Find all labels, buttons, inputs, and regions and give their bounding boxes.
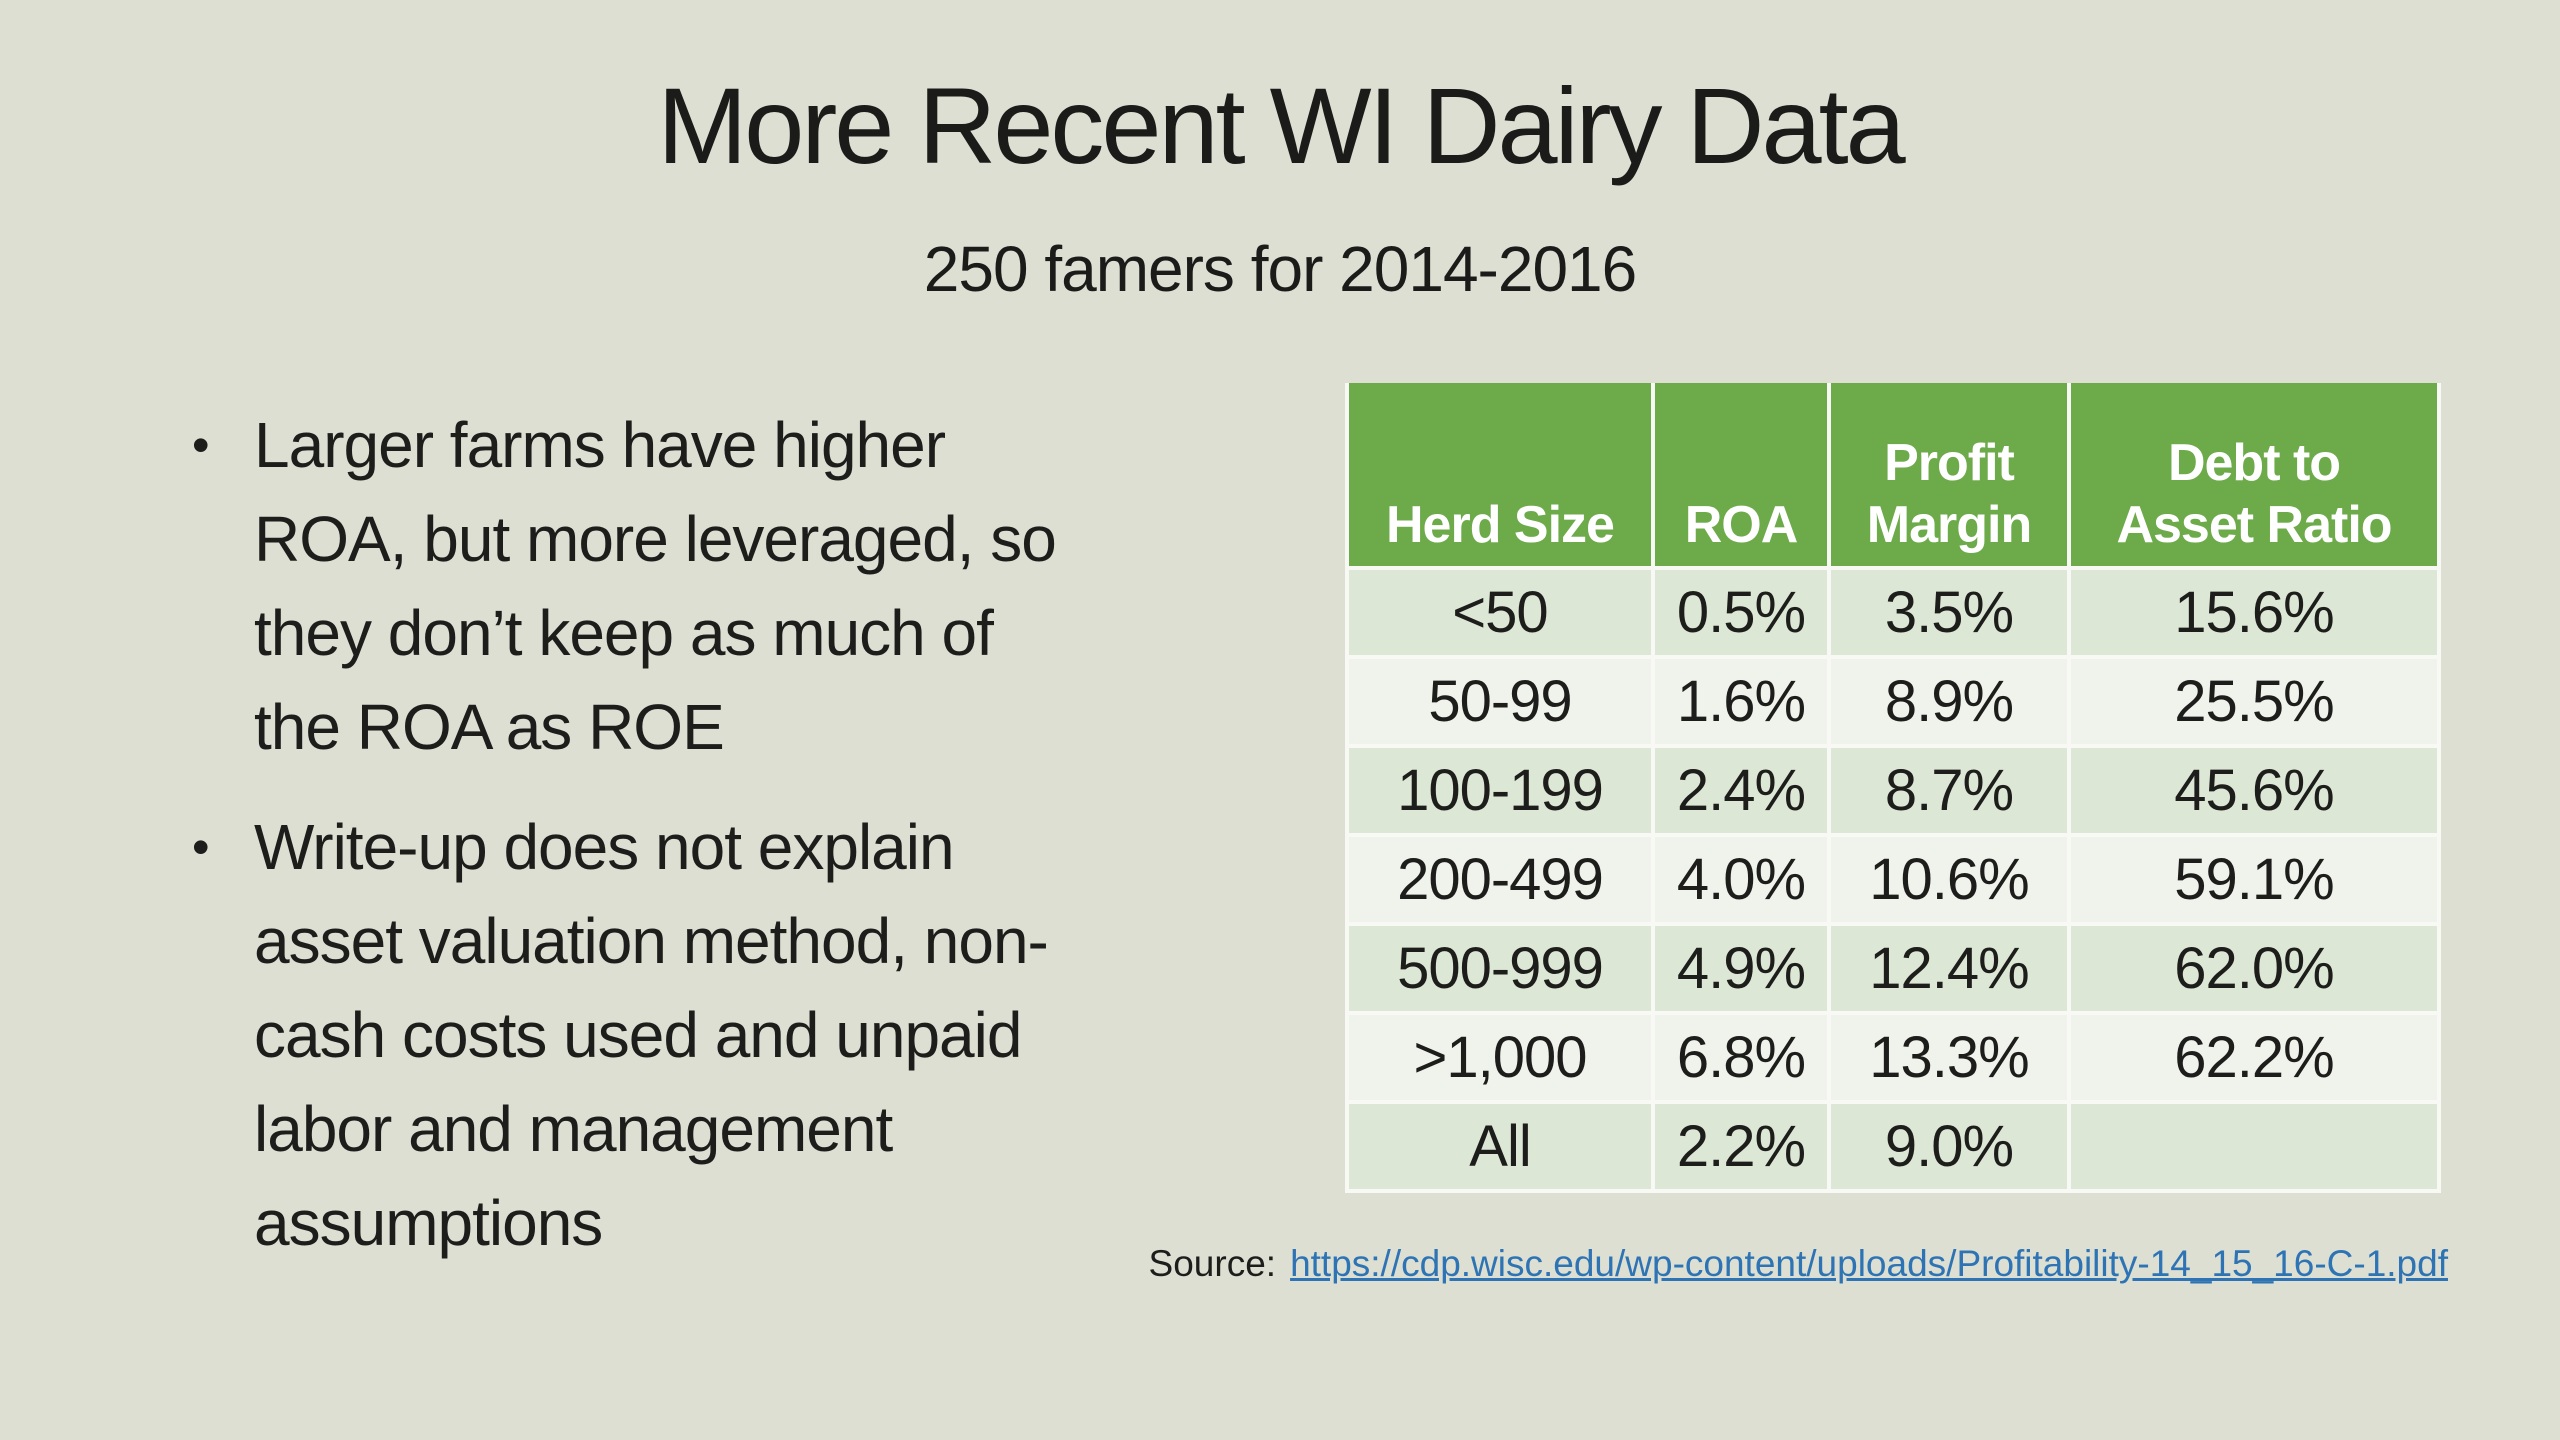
col-header-herd-size: Herd Size [1345,383,1655,570]
source-link[interactable]: https://cdp.wisc.edu/wp-content/uploads/… [1290,1243,2448,1284]
bullet-item: • Write-up does not explain asset valuat… [188,800,1338,1270]
bullet-line: Write-up does not explain [254,811,955,883]
table-cell: 59.1% [2067,833,2441,926]
bullet-list: • Larger farms have higher ROA, but more… [188,398,1338,1296]
table-cell: 3.5% [1827,566,2071,659]
table-cell: >1,000 [1345,1011,1655,1104]
bullet-line: they don’t keep as much of [254,597,994,669]
table-row: 500-999 4.9% 12.4% 62.0% [1345,922,2441,1015]
table-cell: 8.7% [1827,744,2071,837]
table-cell: 45.6% [2067,744,2441,837]
bullet-line: Larger farms have higher [254,409,946,481]
source-label: Source: [1148,1243,1277,1284]
table-cell: 12.4% [1827,922,2071,1015]
table-cell: 6.8% [1651,1011,1831,1104]
bullet-item: • Larger farms have higher ROA, but more… [188,398,1338,774]
table-cell: 13.3% [1827,1011,2071,1104]
table-cell: <50 [1345,566,1655,659]
table-cell: 25.5% [2067,655,2441,748]
bullet-text: Write-up does not explain asset valuatio… [254,800,1049,1270]
table-cell: 2.4% [1651,744,1831,837]
bullet-line: cash costs used and unpaid [254,999,1022,1071]
table-cell: 8.9% [1827,655,2071,748]
table-cell: 500-999 [1345,922,1655,1015]
table-cell: 9.0% [1827,1100,2071,1193]
table-cell: 62.2% [2067,1011,2441,1104]
source-line: Source: https://cdp.wisc.edu/wp-content/u… [1149,1243,2448,1285]
bullet-line: asset valuation method, non- [254,905,1049,977]
bullet-text: Larger farms have higher ROA, but more l… [254,398,1057,774]
col-header-roa: ROA [1651,383,1831,570]
table-row: 100-199 2.4% 8.7% 45.6% [1345,744,2441,837]
slide-subtitle: 250 famers for 2014-2016 [923,233,1637,305]
bullet-line: the ROA as ROE [254,691,725,763]
table-row: <50 0.5% 3.5% 15.6% [1345,566,2441,659]
table-row: 50-99 1.6% 8.9% 25.5% [1345,655,2441,748]
table-cell: 15.6% [2067,566,2441,659]
table-cell: 50-99 [1345,655,1655,748]
table-cell: 0.5% [1651,566,1831,659]
table-cell: 62.0% [2067,922,2441,1015]
table-cell: 10.6% [1827,833,2071,926]
table-cell: 100-199 [1345,744,1655,837]
bullet-line: ROA, but more leveraged, so [254,503,1057,575]
col-header-debt-asset-ratio: Debt to Asset Ratio [2067,383,2441,570]
bullet-line: labor and management [254,1093,893,1165]
bullet-line: assumptions [254,1187,603,1259]
table-body: <50 0.5% 3.5% 15.6% 50-99 1.6% 8.9% 25.5% 100-19… [1345,566,2441,1193]
table-cell: 4.9% [1651,922,1831,1015]
bullet-icon: • [192,819,210,875]
bullet-icon: • [192,417,210,473]
table-cell [2067,1100,2441,1193]
herd-table-container: Herd Size ROA Profit Margin Debt to Asse… [1345,383,2441,1193]
table-header-row: Herd Size ROA Profit Margin Debt to Asse… [1345,383,2441,570]
table-cell: 200-499 [1345,833,1655,926]
table-row: 200-499 4.0% 10.6% 59.1% [1345,833,2441,926]
table-row: All 2.2% 9.0% [1345,1100,2441,1193]
table-cell: All [1345,1100,1655,1193]
table-row: >1,000 6.8% 13.3% 62.2% [1345,1011,2441,1104]
slide-title: More Recent WI Dairy Data [657,65,1905,186]
table-header: Herd Size ROA Profit Margin Debt to Asse… [1345,383,2441,570]
table-cell: 4.0% [1651,833,1831,926]
table-cell: 2.2% [1651,1100,1831,1193]
herd-table: Herd Size ROA Profit Margin Debt to Asse… [1345,383,2441,1193]
col-header-profit-margin: Profit Margin [1827,383,2071,570]
table-cell: 1.6% [1651,655,1831,748]
